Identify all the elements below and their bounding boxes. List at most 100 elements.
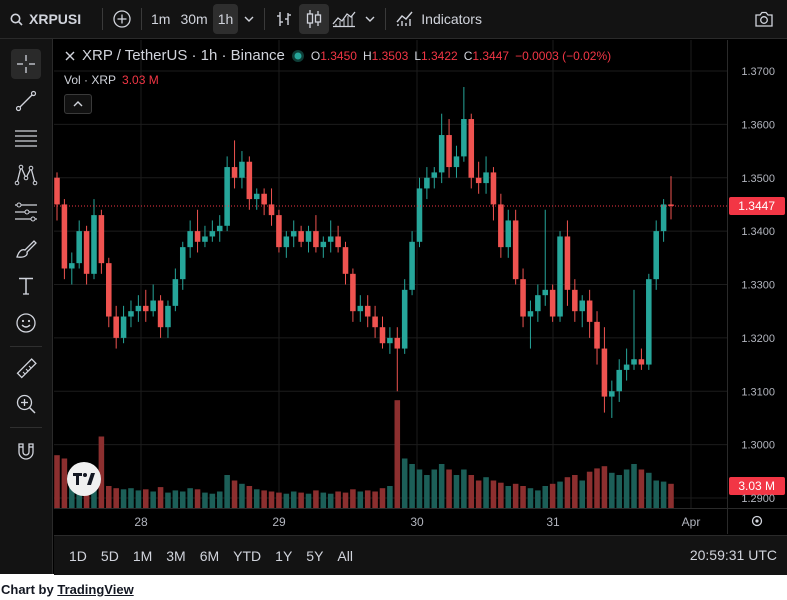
candle-body bbox=[276, 215, 282, 248]
candle-body bbox=[483, 172, 489, 184]
trend-line-icon bbox=[15, 90, 37, 112]
price-axis[interactable]: 1.3700 1.3600 1.3500 1.3400 1.3300 1.3200 1.31… bbox=[727, 40, 776, 534]
volume-bar bbox=[150, 491, 156, 508]
divider bbox=[102, 8, 103, 30]
ruler-tool[interactable] bbox=[11, 354, 41, 384]
indicators-button[interactable]: Indicators bbox=[390, 4, 488, 34]
timeframe-1h[interactable]: 1h bbox=[212, 4, 239, 34]
bar-type-button[interactable] bbox=[269, 4, 299, 34]
compare-button[interactable] bbox=[107, 4, 137, 34]
candles-button[interactable] bbox=[299, 4, 330, 34]
candle-body bbox=[631, 359, 637, 365]
range-1d[interactable]: 1D bbox=[69, 547, 87, 564]
range-6m[interactable]: 6M bbox=[199, 547, 220, 564]
candle-body bbox=[461, 119, 467, 157]
volume-bar bbox=[142, 489, 149, 508]
candle-body bbox=[91, 215, 97, 274]
area-chart-button[interactable] bbox=[329, 4, 359, 34]
range-ytd[interactable]: YTD bbox=[233, 547, 262, 564]
collapse-legend-button[interactable] bbox=[64, 94, 92, 114]
axis-settings-button[interactable] bbox=[751, 515, 763, 527]
candle-body bbox=[298, 231, 304, 242]
volume-bar bbox=[468, 475, 475, 508]
pattern-tool[interactable] bbox=[11, 160, 41, 190]
range-5y[interactable]: 5Y bbox=[306, 547, 324, 564]
range-all[interactable]: All bbox=[337, 547, 353, 564]
candle-body bbox=[69, 263, 75, 269]
utc-clock[interactable]: 20:59:31 UTC bbox=[689, 547, 777, 563]
candle-body bbox=[557, 236, 563, 317]
candle-body bbox=[128, 311, 134, 317]
volume-bar bbox=[194, 489, 201, 508]
symbol-title[interactable]: XRP / TetherUS · 1h · Binance bbox=[82, 47, 285, 64]
zoom-in-tool[interactable] bbox=[11, 389, 41, 419]
time-tick-label: 30 bbox=[410, 515, 424, 529]
range-1y[interactable]: 1Y bbox=[275, 547, 293, 564]
volume-label: Vol · XRP bbox=[64, 73, 117, 87]
timeframe-1m[interactable]: 1m bbox=[151, 11, 171, 27]
candle-body bbox=[142, 305, 149, 312]
projection-tool[interactable] bbox=[11, 197, 41, 227]
fib-lines-tool[interactable] bbox=[11, 123, 41, 153]
volume-bar bbox=[490, 480, 497, 508]
tradingview-logo-icon bbox=[73, 473, 95, 485]
tradingview-link[interactable]: TradingView bbox=[57, 582, 134, 597]
emoji-tool[interactable] bbox=[11, 308, 41, 338]
range-1m[interactable]: 1M bbox=[132, 547, 153, 564]
time-axis[interactable]: 28 29 30 31 Apr bbox=[54, 508, 787, 530]
timeframe-dropdown[interactable] bbox=[238, 4, 260, 34]
timeframe-30m[interactable]: 30m bbox=[180, 11, 208, 27]
volume-bar bbox=[646, 472, 652, 508]
ohlc-values: O1.3450 H1.3503 L1.3422 C1.3447 −0.0003 … bbox=[311, 49, 611, 63]
candle-body bbox=[564, 236, 571, 290]
chart-legend: XRP / TetherUS · 1h · Binance O1.3450 H1… bbox=[64, 47, 611, 64]
chart-type-dropdown[interactable] bbox=[359, 4, 381, 34]
close-icon[interactable] bbox=[64, 50, 76, 62]
crosshair-tool[interactable] bbox=[11, 49, 41, 79]
volume-bar bbox=[498, 482, 504, 508]
volume-bar bbox=[113, 488, 119, 508]
camera-icon bbox=[755, 11, 773, 27]
open-label: O bbox=[310, 48, 321, 63]
tradingview-logo[interactable] bbox=[67, 462, 101, 496]
bottom-toolbar: 1D 5D 1M 3M 6M YTD 1Y 5Y All 20:59:31 UT… bbox=[54, 535, 787, 575]
volume-bar bbox=[431, 469, 438, 508]
volume-bar bbox=[520, 486, 526, 508]
volume-bar bbox=[253, 489, 260, 508]
volume-bar bbox=[327, 493, 334, 508]
low-label: L bbox=[414, 48, 421, 63]
volume-bar bbox=[231, 480, 238, 508]
last-price-tag[interactable] bbox=[729, 197, 785, 216]
volume-bar bbox=[128, 488, 134, 508]
text-tool[interactable] bbox=[11, 271, 41, 301]
divider bbox=[264, 8, 266, 30]
volume-bar bbox=[246, 486, 253, 508]
volume-bar bbox=[616, 475, 622, 508]
volume-bar bbox=[601, 466, 608, 508]
volume-bar bbox=[320, 492, 327, 508]
candle-body bbox=[179, 247, 186, 280]
magnet-tool[interactable] bbox=[11, 436, 41, 466]
price-tick-label: 1.3300 bbox=[741, 280, 775, 292]
range-5d[interactable]: 5D bbox=[100, 547, 119, 564]
high-value: 1.3503 bbox=[371, 48, 409, 63]
candle-body bbox=[83, 231, 90, 274]
candle-body bbox=[542, 289, 549, 296]
volume-bar bbox=[313, 490, 319, 508]
volume-bar bbox=[401, 458, 408, 508]
candle-body bbox=[54, 177, 60, 205]
symbol-search[interactable]: XRPUSI bbox=[0, 4, 98, 34]
brush-tool[interactable] bbox=[11, 234, 41, 264]
volume-bar bbox=[216, 491, 223, 508]
candle-body bbox=[520, 279, 526, 317]
range-3m[interactable]: 3M bbox=[166, 547, 186, 564]
candle-body bbox=[335, 236, 341, 248]
change-value: −0.0003 (−0.02%) bbox=[515, 48, 612, 63]
screenshot-button[interactable] bbox=[749, 4, 779, 34]
volume-tag[interactable] bbox=[729, 477, 785, 495]
trend-line-tool[interactable] bbox=[11, 86, 41, 116]
volume-bar bbox=[202, 492, 208, 508]
indicators-label: Indicators bbox=[421, 11, 482, 27]
low-value: 1.3422 bbox=[421, 48, 458, 63]
